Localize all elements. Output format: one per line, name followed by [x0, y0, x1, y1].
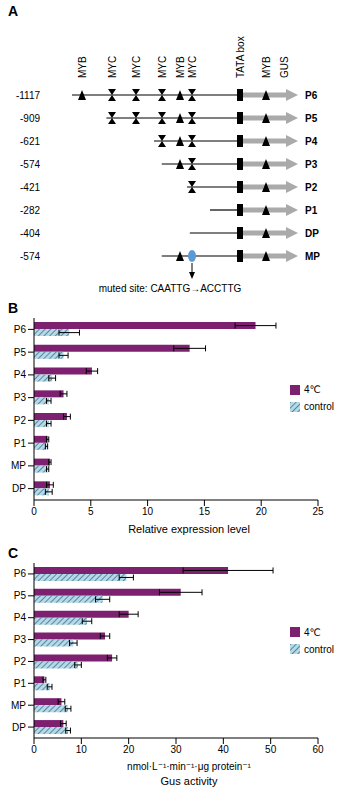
html-text:C: C	[8, 545, 19, 561]
svg-text:30: 30	[170, 744, 182, 755]
svg-text:DP: DP	[12, 722, 26, 733]
svg-text:P4: P4	[14, 369, 27, 380]
svg-text:P5: P5	[305, 113, 318, 124]
svg-text:GUS: GUS	[279, 56, 290, 78]
svg-text:P3: P3	[14, 392, 27, 403]
svg-text:10: 10	[76, 744, 88, 755]
svg-text:MP: MP	[11, 700, 26, 711]
svg-text:-421: -421	[20, 182, 40, 193]
svg-text:MP: MP	[305, 251, 320, 262]
html-text:control: control	[304, 401, 334, 413]
svg-text:-574: -574	[20, 251, 40, 262]
svg-text:P3: P3	[14, 634, 27, 645]
svg-text:P1: P1	[14, 678, 27, 689]
svg-text:A: A	[8, 3, 18, 19]
svg-text:DP: DP	[12, 483, 26, 494]
svg-text:20: 20	[256, 506, 268, 517]
html-text:4℃: 4℃	[304, 626, 321, 638]
html-text:nmol·L⁻¹·min⁻¹·μg protein⁻¹: nmol·L⁻¹·min⁻¹·μg protein⁻¹	[127, 761, 251, 772]
svg-text:-909: -909	[20, 113, 40, 124]
html-text:Gus activity: Gus activity	[160, 775, 218, 787]
svg-text:20: 20	[123, 744, 135, 755]
svg-text:15: 15	[199, 506, 211, 517]
svg-text:-404: -404	[20, 228, 40, 239]
svg-text:10: 10	[142, 506, 154, 517]
svg-text:40: 40	[218, 744, 230, 755]
svg-text:-282: -282	[20, 205, 40, 216]
svg-text:P1: P1	[14, 438, 27, 449]
svg-text:0: 0	[31, 744, 37, 755]
svg-text:TATA box: TATA box	[235, 36, 246, 78]
svg-text:25: 25	[312, 506, 324, 517]
svg-text:MYB: MYB	[77, 56, 88, 78]
svg-text:MYC: MYC	[131, 56, 142, 78]
svg-text:-574: -574	[20, 159, 40, 170]
svg-text:P4: P4	[14, 612, 27, 623]
svg-text:-621: -621	[20, 136, 40, 147]
svg-text:P5: P5	[14, 347, 27, 358]
svg-text:P1: P1	[305, 205, 318, 216]
svg-text:P3: P3	[305, 159, 318, 170]
html-text:Relative expression level: Relative expression level	[128, 523, 250, 535]
svg-text:50: 50	[265, 744, 277, 755]
svg-text:P2: P2	[14, 656, 27, 667]
svg-text:5: 5	[88, 506, 94, 517]
svg-text:P2: P2	[14, 415, 27, 426]
svg-text:MYB: MYB	[175, 56, 186, 78]
svg-text:-1117: -1117	[16, 90, 41, 101]
svg-text:0: 0	[31, 506, 37, 517]
svg-text:60: 60	[312, 744, 324, 755]
svg-text:P6: P6	[14, 324, 27, 335]
html-text:B: B	[8, 300, 19, 316]
svg-text:DP: DP	[305, 228, 319, 239]
html-text:4℃: 4℃	[304, 384, 321, 396]
svg-text:muted site: CAATTG→ACCTTG: muted site: CAATTG→ACCTTG	[99, 283, 242, 294]
svg-text:MYC: MYC	[107, 56, 118, 78]
svg-text:P5: P5	[14, 590, 27, 601]
html-text:control: control	[304, 643, 334, 655]
svg-text:MYC: MYC	[157, 56, 168, 78]
svg-text:MYC: MYC	[187, 56, 198, 78]
svg-text:MP: MP	[11, 460, 26, 471]
svg-text:P2: P2	[305, 182, 318, 193]
svg-text:P6: P6	[14, 568, 27, 579]
svg-text:P4: P4	[305, 136, 318, 147]
svg-text:P6: P6	[305, 90, 318, 101]
svg-text:MYB: MYB	[261, 56, 272, 78]
